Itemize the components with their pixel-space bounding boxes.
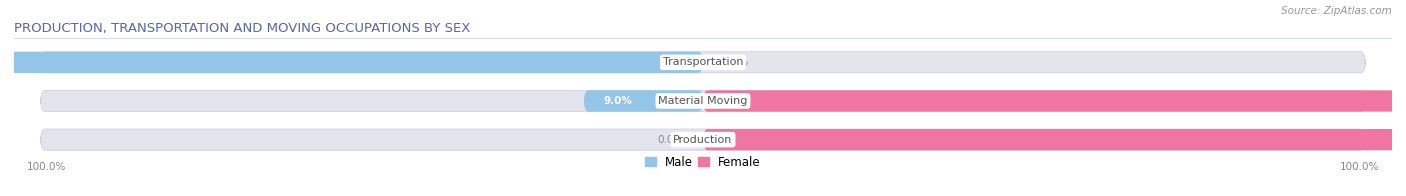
FancyBboxPatch shape <box>703 90 1406 112</box>
FancyBboxPatch shape <box>41 129 1365 150</box>
FancyBboxPatch shape <box>703 129 1406 150</box>
Text: Material Moving: Material Moving <box>658 96 748 106</box>
Text: 100.0%: 100.0% <box>27 162 66 172</box>
Text: Transportation: Transportation <box>662 57 744 67</box>
Text: 0.0%: 0.0% <box>657 135 683 145</box>
FancyBboxPatch shape <box>0 52 703 73</box>
Text: 0.0%: 0.0% <box>723 57 749 67</box>
Legend: Male, Female: Male, Female <box>641 151 765 173</box>
Text: 9.0%: 9.0% <box>603 96 633 106</box>
Text: Production: Production <box>673 135 733 145</box>
Text: 100.0%: 100.0% <box>1340 162 1379 172</box>
Text: PRODUCTION, TRANSPORTATION AND MOVING OCCUPATIONS BY SEX: PRODUCTION, TRANSPORTATION AND MOVING OC… <box>14 22 471 35</box>
Text: Source: ZipAtlas.com: Source: ZipAtlas.com <box>1281 6 1392 16</box>
FancyBboxPatch shape <box>41 90 1365 112</box>
FancyBboxPatch shape <box>41 52 1365 73</box>
FancyBboxPatch shape <box>583 90 703 112</box>
